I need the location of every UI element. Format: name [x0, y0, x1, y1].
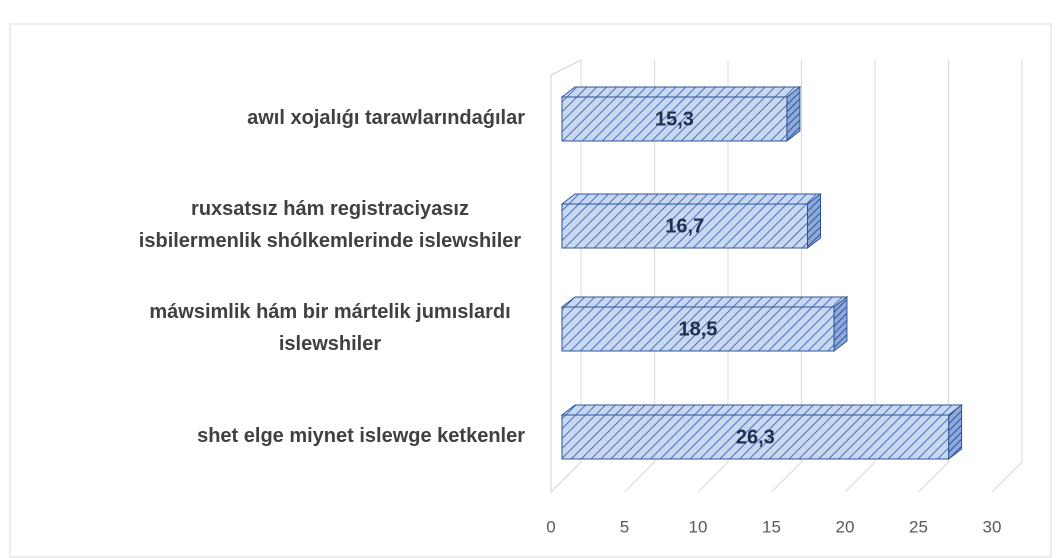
x-tick-label: 15	[762, 517, 781, 536]
bar	[561, 414, 950, 460]
y-tick-label: máwsimlik hám bir mártelik jumıslardı isl…	[149, 301, 510, 355]
y-tick-label: ruxsatsız hám registraciyasız isbilermenl…	[139, 198, 522, 252]
label-line: máwsimlik hám bir mártelik jumıslardı	[149, 301, 510, 323]
bar-top	[560, 296, 849, 308]
bar-top	[560, 404, 964, 416]
y-tick-label: shet elge miynet islewge ketkenler	[197, 425, 525, 447]
label-line: awıl xojalıǵı tarawlarındaǵılar	[247, 107, 525, 129]
x-tick-label: 20	[836, 517, 855, 536]
grid-line	[991, 60, 1023, 493]
bar-side	[833, 295, 848, 353]
chart-frame	[9, 23, 1052, 558]
value-label: 16,7	[665, 215, 704, 237]
x-tick-label: 5	[620, 517, 629, 536]
bar-top	[560, 86, 802, 98]
x-tick-label: 30	[983, 517, 1002, 536]
label-line: ruxsatsız hám registraciyasız	[191, 198, 469, 220]
value-label: 18,5	[679, 318, 718, 340]
bar	[561, 306, 835, 352]
value-label: 15,3	[655, 108, 694, 130]
bar-side	[786, 85, 801, 143]
label-line: shet elge miynet islewge ketkenler	[197, 425, 525, 447]
bar-side	[948, 403, 963, 461]
bar-side	[806, 192, 821, 250]
grid-line	[918, 60, 949, 493]
x-tick-label: 10	[689, 517, 708, 536]
bar	[561, 203, 808, 249]
grid-line	[844, 60, 876, 493]
bar	[561, 96, 788, 142]
value-label: 26,3	[736, 426, 775, 448]
label-line: islewshiler	[279, 333, 381, 355]
bar-top	[560, 193, 822, 205]
y-tick-label: awıl xojalıǵı tarawlarındaǵılar	[247, 107, 525, 129]
x-tick-label: 25	[909, 517, 928, 536]
x-tick-label: 0	[546, 517, 555, 536]
label-line: isbilermenlik shólkemlerinde islewshiler	[139, 230, 522, 252]
